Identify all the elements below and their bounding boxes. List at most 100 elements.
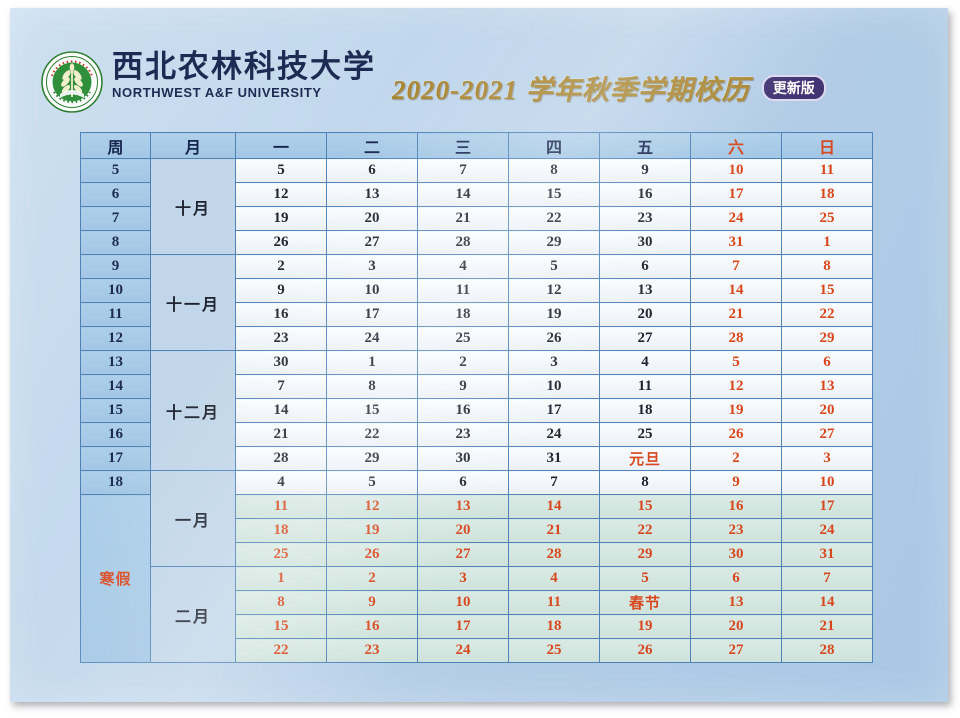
date-cell: 26 (326, 542, 418, 567)
date-cell: 28 (508, 542, 600, 567)
week-number-cell: 7 (80, 206, 151, 231)
calendar-week-row: 5 十月 5 6 7 8 9 10 11 (80, 158, 873, 255)
date-cell: 31 (508, 446, 600, 471)
week-number-cell: 14 (80, 374, 151, 399)
month-cell: 十月 (150, 158, 236, 255)
week-number-cell: 12 (80, 326, 151, 351)
date-cell: 22 (235, 638, 327, 663)
date-cell: 8 (599, 470, 691, 495)
week-number-cell: 16 (80, 422, 151, 447)
date-cell: 24 (417, 638, 509, 663)
date-cell: 2 (690, 446, 782, 471)
date-cell: 27 (417, 542, 509, 567)
date-cell: 27 (781, 422, 873, 447)
date-cell: 2 (417, 350, 509, 375)
week-number-cell: 8 (80, 230, 151, 255)
date-cell: 21 (690, 302, 782, 327)
calendar-week-row: 12 23 24 25 26 27 28 29 (80, 326, 873, 351)
date-cell: 3 (781, 446, 873, 471)
date-cell: 9 (599, 158, 691, 183)
date-cell: 31 (690, 230, 782, 255)
week-number-cell: 18 (80, 470, 151, 495)
date-cell: 19 (326, 518, 418, 543)
date-cell: 22 (508, 206, 600, 231)
day-header-cell: 一 (235, 132, 327, 159)
date-cell: 11 (599, 374, 691, 399)
date-cell: 6 (326, 158, 418, 183)
date-cell: 6 (599, 254, 691, 279)
date-cell: 7 (417, 158, 509, 183)
date-cell: 20 (599, 302, 691, 327)
date-cell: 5 (235, 158, 327, 183)
holiday-cell: 春节 (599, 590, 691, 615)
holiday-cell: 元旦 (599, 446, 691, 471)
date-cell: 3 (326, 254, 418, 279)
date-cell: 21 (417, 206, 509, 231)
date-cell: 18 (781, 182, 873, 207)
date-cell: 28 (690, 326, 782, 351)
university-name-en: NORTHWEST A&F UNIVERSITY (112, 85, 322, 100)
date-cell: 18 (508, 614, 600, 639)
date-cell: 27 (690, 638, 782, 663)
date-cell: 9 (326, 590, 418, 615)
date-cell: 13 (326, 182, 418, 207)
date-cell: 3 (508, 350, 600, 375)
calendar-week-row: 18 一月 4 5 6 7 8 9 10 (80, 470, 873, 567)
week-number-cell: 9 (80, 254, 151, 279)
date-cell: 24 (781, 518, 873, 543)
calendar-week-row: 7 19 20 21 22 23 24 25 (80, 206, 873, 231)
date-cell: 10 (326, 278, 418, 303)
date-cell: 10 (417, 590, 509, 615)
date-cell: 1 (326, 350, 418, 375)
date-cell: 12 (508, 278, 600, 303)
day-header-cell: 周 (80, 132, 151, 159)
date-cell: 15 (508, 182, 600, 207)
date-cell: 25 (781, 206, 873, 231)
date-cell: 8 (235, 590, 327, 615)
date-cell: 25 (417, 326, 509, 351)
date-cell: 4 (235, 470, 327, 495)
date-cell: 16 (690, 494, 782, 519)
date-cell: 5 (599, 566, 691, 591)
day-header-cell: 四 (508, 132, 600, 159)
date-cell: 8 (781, 254, 873, 279)
date-cell: 4 (599, 350, 691, 375)
calendar-slide: 西北农林科技大学 NORTHWEST A&F UNIVERSITY 2020-2… (10, 8, 948, 702)
date-cell: 6 (690, 566, 782, 591)
date-cell: 1 (781, 230, 873, 255)
date-cell: 23 (417, 422, 509, 447)
date-cell: 21 (508, 518, 600, 543)
date-cell: 26 (235, 230, 327, 255)
date-cell: 25 (235, 542, 327, 567)
date-cell: 24 (326, 326, 418, 351)
day-header-cell: 月 (150, 132, 236, 159)
date-cell: 22 (599, 518, 691, 543)
date-cell: 16 (326, 614, 418, 639)
date-cell: 17 (417, 614, 509, 639)
date-cell: 7 (235, 374, 327, 399)
date-cell: 3 (417, 566, 509, 591)
date-cell: 28 (235, 446, 327, 471)
date-cell: 26 (508, 326, 600, 351)
calendar-title: 2020-2021 学年秋季学期校历 (392, 75, 750, 105)
date-cell: 24 (508, 422, 600, 447)
calendar-week-row: 22 23 24 25 26 27 28 (81, 638, 873, 663)
date-cell: 14 (690, 278, 782, 303)
date-cell: 13 (690, 590, 782, 615)
date-cell: 19 (599, 614, 691, 639)
date-cell: 11 (781, 158, 873, 183)
date-cell: 11 (508, 590, 600, 615)
date-cell: 9 (417, 374, 509, 399)
date-cell: 30 (690, 542, 782, 567)
date-cell: 18 (417, 302, 509, 327)
date-cell: 10 (690, 158, 782, 183)
calendar-week-row: 25 26 27 28 29 30 31 (81, 542, 873, 567)
calendar-week-row: 13 十二月 30 1 2 3 4 5 6 (80, 350, 873, 471)
week-number-cell: 5 (80, 158, 151, 183)
calendar-week-row: 8 9 10 11 春节 13 14 (81, 590, 873, 615)
calendar-table-wrap: 周月一二三四五六日 5 十月 5 6 7 8 9 10 11 6 12 13 14 15 16 17 18 7 19 2… (80, 132, 873, 663)
date-cell: 23 (326, 638, 418, 663)
date-cell: 25 (508, 638, 600, 663)
date-cell: 30 (599, 230, 691, 255)
date-cell: 30 (235, 350, 327, 375)
